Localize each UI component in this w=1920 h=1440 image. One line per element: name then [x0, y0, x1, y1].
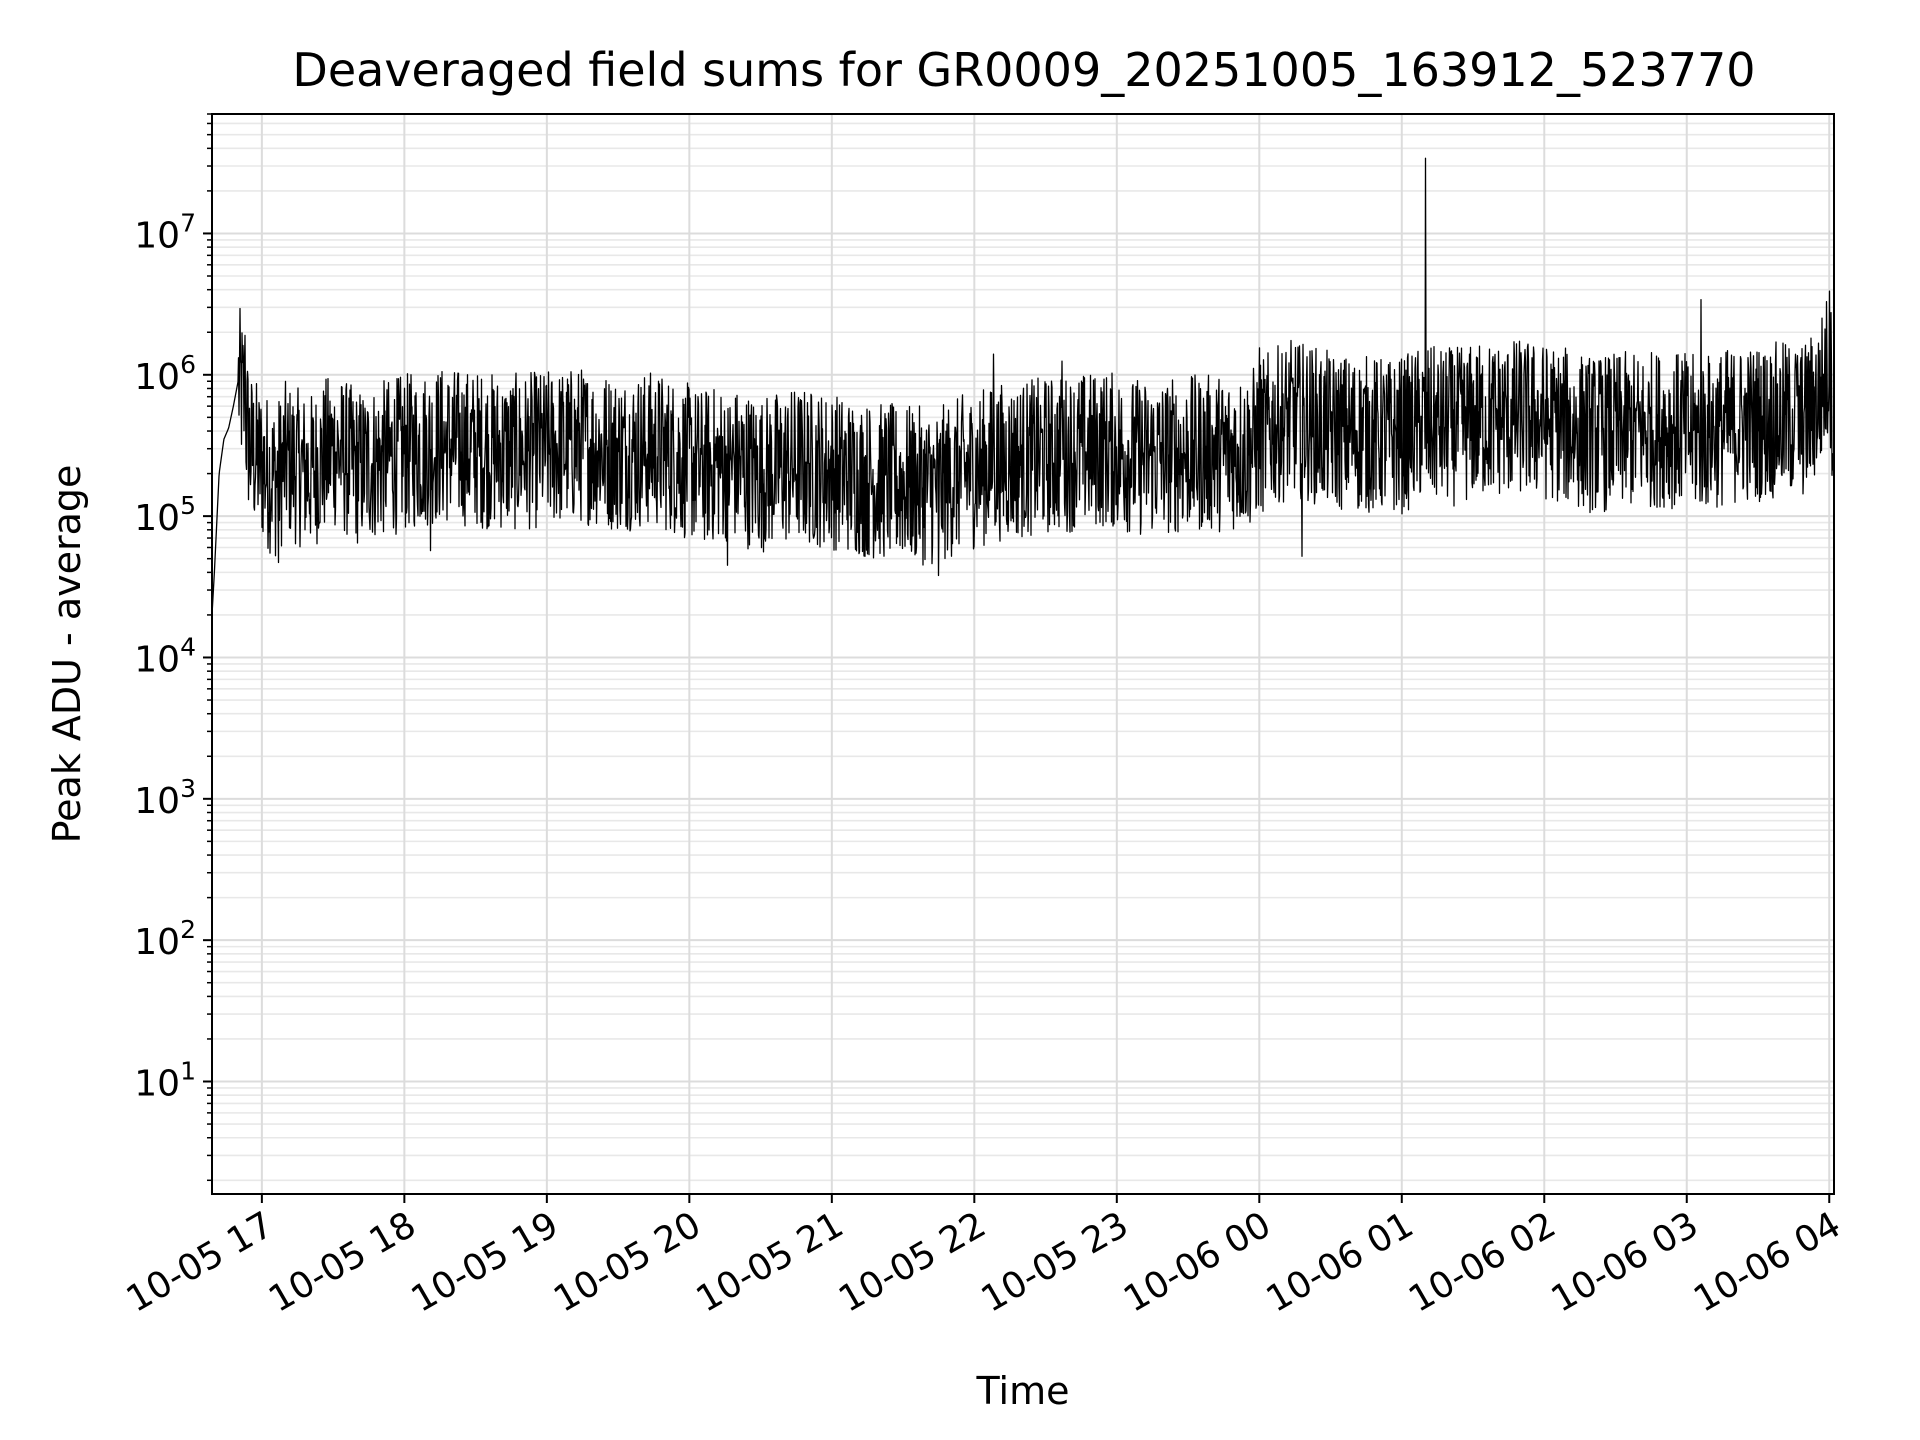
y-tick-base: 10	[134, 498, 180, 539]
y-tick-exponent: 1	[180, 1057, 196, 1086]
y-tick-label: 102	[134, 915, 196, 963]
y-tick-label: 101	[134, 1057, 196, 1105]
y-tick-exponent: 5	[180, 491, 196, 520]
grid	[212, 113, 1834, 1194]
y-tick-base: 10	[134, 781, 180, 822]
y-tick-base: 10	[134, 922, 180, 963]
y-tick-label: 105	[134, 491, 196, 539]
y-tick-exponent: 2	[180, 915, 196, 944]
y-tick-label: 107	[134, 208, 196, 256]
plot-frame	[211, 113, 1835, 1195]
y-tick-exponent: 3	[180, 774, 196, 803]
y-tick-base: 10	[134, 639, 180, 680]
series-layer	[212, 157, 1834, 615]
y-axis-label: Peak ADU - average	[45, 465, 89, 844]
series-line	[212, 157, 1834, 615]
y-tick-label: 106	[134, 350, 196, 398]
y-tick-label: 103	[134, 774, 196, 822]
y-tick-exponent: 4	[180, 632, 196, 661]
y-tick-base: 10	[134, 215, 180, 256]
y-tick-base: 10	[134, 1064, 180, 1105]
axis-ticks	[203, 113, 1831, 1203]
y-tick-label: 104	[134, 632, 196, 680]
y-tick-exponent: 7	[180, 208, 196, 237]
y-tick-exponent: 6	[180, 350, 196, 379]
y-tick-base: 10	[134, 357, 180, 398]
x-axis-label: Time	[976, 1369, 1070, 1413]
chart-title: Deaveraged field sums for GR0009_2025100…	[292, 43, 1755, 97]
